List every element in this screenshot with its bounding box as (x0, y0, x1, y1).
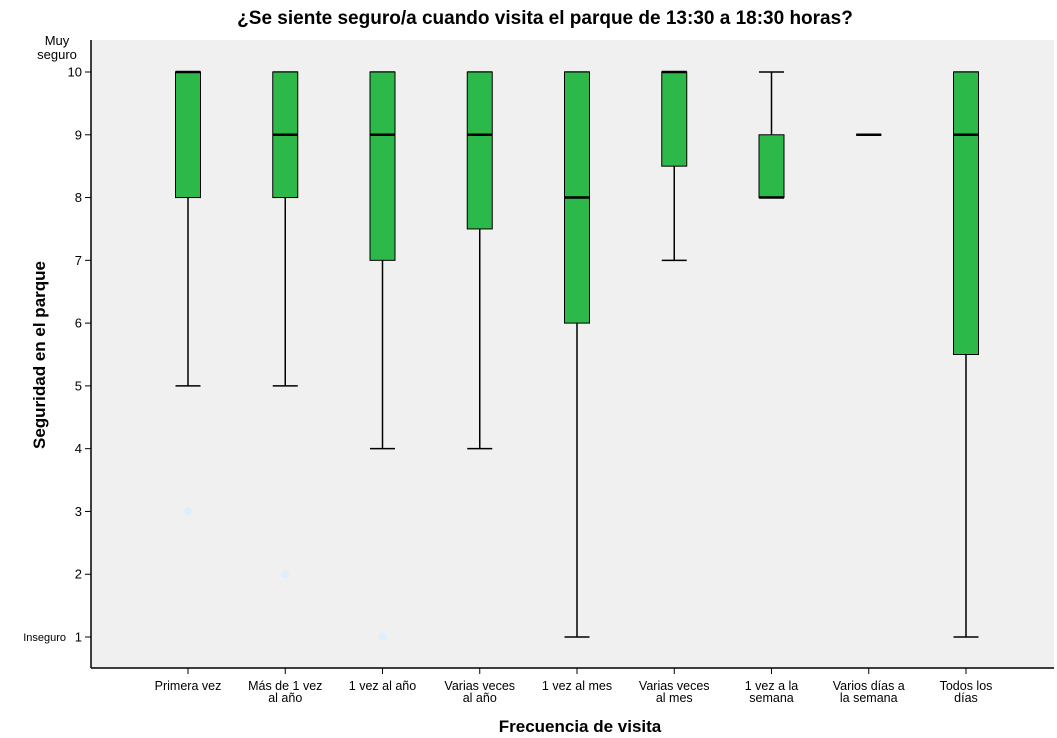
box-iqr (175, 71, 201, 199)
y-tick-label: 8 (75, 190, 82, 205)
box-iqr (369, 71, 396, 261)
x-tick-label: Todos los (940, 679, 993, 693)
box-iqr (466, 71, 493, 230)
x-tick-label: 1 vez al año (349, 679, 416, 693)
y-tick-label: 7 (75, 253, 82, 268)
y-tick-label: 4 (75, 441, 82, 456)
x-tick-label: Primera vez (155, 679, 222, 693)
box-group (466, 71, 493, 450)
box-group (661, 70, 688, 262)
box-group (369, 71, 396, 641)
x-tick-label: la semana (840, 691, 898, 705)
box-group (175, 70, 201, 516)
outlier-point (378, 633, 387, 641)
y-annotation-top: Muy (45, 33, 70, 48)
x-tick-label: días (954, 691, 978, 705)
x-tick-label: al año (463, 691, 497, 705)
box-iqr (758, 134, 785, 199)
y-tick-label: 6 (75, 316, 82, 331)
box-iqr (953, 71, 979, 355)
x-tick-label: Varias veces (639, 679, 710, 693)
chart-title: ¿Se siente seguro/a cuando visita el par… (237, 8, 853, 29)
x-tick-label: 1 vez al mes (542, 679, 612, 693)
box-iqr (661, 71, 688, 167)
box-group (272, 71, 299, 579)
y-tick-label: 1 (75, 630, 82, 645)
x-tick-label: 1 vez a la (745, 679, 799, 693)
x-tick-label: Varias veces (444, 679, 515, 693)
box-group (953, 71, 979, 638)
y-annotation-top: seguro (37, 47, 77, 62)
y-annotation-bottom: Inseguro (23, 632, 66, 644)
box-group (758, 71, 785, 199)
y-tick-label: 9 (75, 127, 82, 142)
box-group (564, 71, 590, 638)
boxes (175, 70, 979, 641)
outlier-point (184, 507, 192, 516)
y-tick-label: 5 (75, 378, 82, 393)
y-axis-title: Seguridad en el parque (30, 261, 49, 449)
x-tick-label: Varios días a (833, 679, 905, 693)
x-axis-title: Frecuencia de visita (499, 717, 662, 736)
x-tick-label: semana (749, 691, 794, 705)
x-tick-label: al año (268, 691, 302, 705)
x-tick-label: al mes (656, 691, 693, 705)
outlier-point (281, 570, 290, 579)
y-tick-label: 2 (75, 567, 82, 582)
y-tick-label: 3 (75, 504, 82, 519)
y-tick-label: 10 (68, 65, 82, 80)
x-tick-label: Más de 1 vez (248, 679, 322, 693)
